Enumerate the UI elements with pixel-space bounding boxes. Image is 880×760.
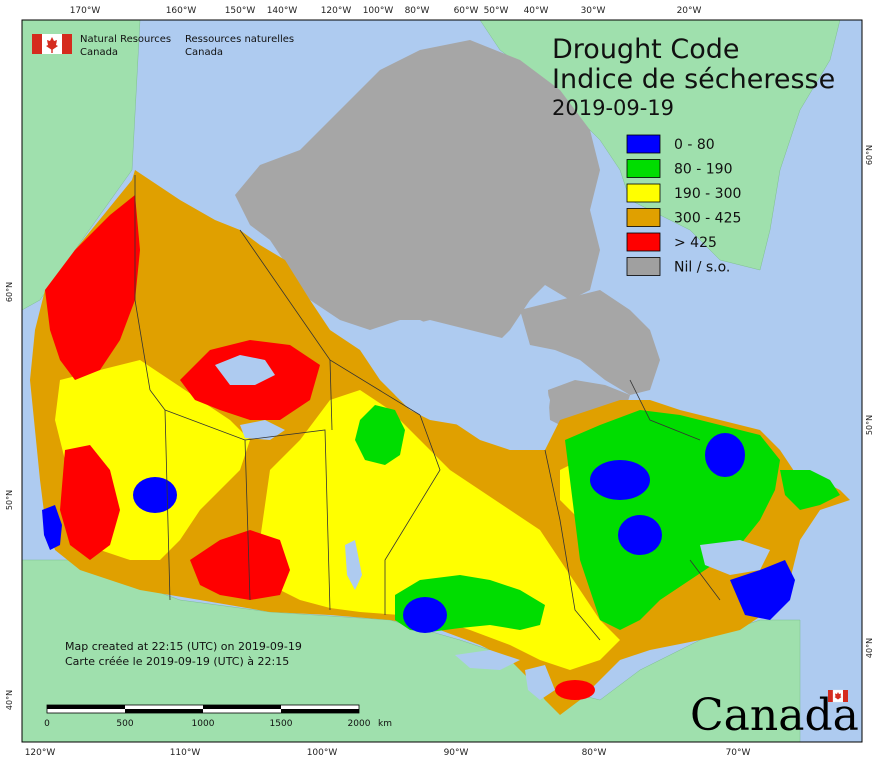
scale-label-500: 500 — [116, 719, 133, 729]
grat-top-120w: 120°W — [321, 6, 352, 16]
map-body — [22, 20, 862, 742]
scale-label-1000: 1000 — [192, 719, 215, 729]
legend-swatch — [626, 232, 661, 252]
graticule-top: 170°W 160°W 150°W 140°W 120°W 100°W 80°W… — [70, 6, 702, 16]
provincial-borders — [134, 175, 721, 641]
grat-bottom-70w: 70°W — [726, 748, 751, 758]
lake-superior — [455, 650, 520, 670]
legend-label: > 425 — [674, 235, 717, 251]
scale-label-0: 0 — [44, 719, 50, 729]
region-80-190-maritimes — [780, 470, 840, 510]
grat-right-60n: 60°N — [865, 145, 874, 165]
agency-name-en-line2: Canada — [80, 47, 118, 58]
grat-top-20w: 20°W — [677, 6, 702, 16]
legend-swatch — [626, 134, 661, 154]
title-en: Drought Code — [552, 34, 739, 65]
scale-label-1500: 1500 — [270, 719, 293, 729]
graticule-left: 60°N 50°N 40°N — [5, 282, 14, 710]
graticule-right: 60°N 50°N 40°N — [865, 145, 874, 658]
note-fr: Carte créée le 2019-09-19 (UTC) à 22:15 — [65, 655, 289, 668]
legend-swatch — [626, 208, 661, 227]
grat-top-150w: 150°W — [225, 6, 256, 16]
region-0-80-quebec-1 — [590, 460, 650, 500]
grat-top-170w: 170°W — [70, 6, 101, 16]
grat-right-50n: 50°N — [865, 415, 874, 435]
grat-bottom-120w: 120°W — [25, 748, 56, 758]
map-border — [21, 19, 863, 743]
grat-top-60w: 60°W — [454, 6, 479, 16]
region-over-425-prairie — [190, 530, 290, 600]
grat-bottom-80w: 80°W — [582, 748, 607, 758]
grat-left-60n: 60°N — [5, 282, 14, 302]
lake-winnipeg — [345, 540, 362, 590]
grat-bottom-90w: 90°W — [444, 748, 469, 758]
legend-label: 0 - 80 — [674, 137, 715, 153]
agency-signature: Natural Resources Canada Ressources natu… — [32, 34, 294, 58]
scale-unit: km — [378, 719, 392, 729]
region-over-425-ontario — [555, 680, 595, 700]
region-0-80-quebec-3 — [618, 515, 662, 555]
region-0-80-ontario — [403, 597, 447, 633]
legend-label: 300 - 425 — [674, 211, 741, 227]
title-date: 2019-09-19 — [552, 96, 674, 120]
grat-top-80w: 80°W — [405, 6, 430, 16]
region-0-80-nfld — [730, 560, 795, 620]
scale-bar: 0 500 1000 1500 2000 km — [44, 704, 392, 729]
legend-swatch — [626, 159, 661, 178]
agency-name-en-line1: Natural Resources — [80, 34, 171, 45]
grat-top-100w: 100°W — [363, 6, 394, 16]
note-en: Map created at 22:15 (UTC) on 2019-09-19 — [65, 640, 302, 653]
grat-bottom-100w: 100°W — [307, 748, 338, 758]
canada-wordmark: Canada — [690, 689, 859, 741]
grat-top-50w: 50°W — [484, 6, 509, 16]
arctic-archipelago — [235, 40, 600, 350]
great-slave-lake — [240, 420, 285, 440]
graticule-bottom: 120°W 110°W 100°W 90°W 80°W 70°W — [25, 748, 751, 758]
grat-left-50n: 50°N — [5, 490, 14, 510]
grat-right-40n: 40°N — [865, 638, 874, 658]
great-bear-lake — [215, 355, 275, 385]
grat-bottom-110w: 110°W — [170, 748, 201, 758]
grat-left-40n: 40°N — [5, 690, 14, 710]
canada-flag-icon — [32, 34, 72, 54]
scale-label-2000: 2000 — [348, 719, 371, 729]
gulf-st-lawrence — [700, 540, 770, 575]
legend-label: 80 - 190 — [674, 162, 733, 178]
region-0-80-westcoast — [42, 505, 62, 550]
grat-top-40w: 40°W — [524, 6, 549, 16]
region-over-425-north — [45, 195, 140, 380]
wordmark-flag-icon — [828, 689, 848, 703]
lake-huron — [525, 665, 555, 700]
hudson-bay — [385, 320, 550, 450]
title-fr: Indice de sécheresse — [552, 64, 835, 95]
region-over-425-bc — [60, 445, 120, 560]
creation-note: Map created at 22:15 (UTC) on 2019-09-19… — [65, 640, 302, 668]
agency-name-fr-line2: Canada — [185, 47, 223, 58]
legend-swatch — [626, 257, 661, 276]
region-0-80-quebec-2 — [705, 433, 745, 477]
region-80-190-hudson — [355, 405, 405, 465]
agency-name-fr-line1: Ressources naturelles — [185, 34, 294, 45]
grat-top-140w: 140°W — [267, 6, 298, 16]
grat-top-160w: 160°W — [166, 6, 197, 16]
legend-swatch — [626, 183, 661, 203]
grat-top-30w: 30°W — [581, 6, 606, 16]
baffin-island — [520, 290, 660, 395]
legend-label: Nil / s.o. — [674, 260, 730, 276]
legend: 0 - 80 80 - 190 190 - 300 300 - 425 > 425 Nil… — [626, 134, 741, 276]
region-0-80-bc — [133, 477, 177, 513]
map-title: Drought Code Indice de sécheresse 2019-0… — [552, 34, 835, 120]
legend-label: 190 - 300 — [674, 186, 741, 202]
